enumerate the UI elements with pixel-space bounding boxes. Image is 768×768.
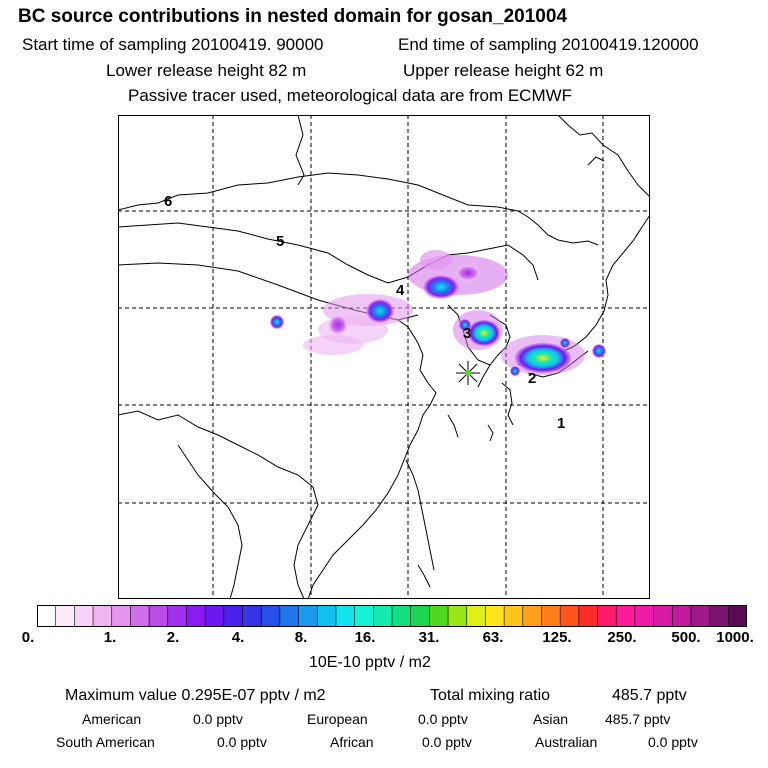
colorbar-cell: [37, 605, 57, 627]
colorbar-tick-10: 500.: [671, 629, 701, 646]
colorbar-cell: [597, 605, 618, 627]
colorbar-cell: [204, 605, 225, 627]
colorbar-cell: [391, 605, 412, 627]
colorbar-tick-5: 16.: [354, 629, 376, 646]
colorbar-cell: [522, 605, 543, 627]
colorbar-tick-11: 1000.: [716, 629, 754, 646]
asian-value: 485.7 pptv: [605, 711, 671, 727]
colorbar-cell: [74, 605, 94, 627]
region-label-5: 5: [276, 233, 284, 250]
lower-height-label: Lower release height 82 m: [106, 61, 307, 80]
tracer-note: Passive tracer used, meteorological data…: [128, 86, 573, 105]
colorbar-cell: [316, 605, 337, 627]
colorbar-tick-7: 63.: [482, 629, 504, 646]
colorbar-cell: [447, 605, 468, 627]
contribution-field: [270, 250, 606, 376]
colorbar-cell: [466, 605, 487, 627]
region-label-6: 6: [164, 193, 172, 210]
total-mixing-value: 485.7 pptv: [612, 687, 687, 704]
colorbar-cell: [92, 605, 113, 627]
colorbar-tick-8: 125.: [542, 629, 572, 646]
colorbar-cell: [279, 605, 300, 627]
colorbar-tick-1: 1.: [103, 629, 117, 646]
colorbar-cell: [373, 605, 393, 627]
colorbar-tick-4: 8.: [294, 629, 308, 646]
region-label-1: 1: [557, 415, 565, 432]
total-mixing-label: Total mixing ratio: [430, 687, 551, 704]
colorbar-cell: [335, 605, 356, 627]
colorbar-cell: [690, 605, 711, 627]
region-label-4: 4: [396, 282, 405, 299]
colorbar-cell: [634, 605, 655, 627]
colorbar-cell: [578, 605, 599, 627]
colorbar-tick-9: 250.: [607, 629, 637, 646]
african-label: African: [330, 734, 374, 750]
colorbar-cell: [111, 605, 132, 627]
colorbar-cell: [130, 605, 150, 627]
colorbar-cell: [298, 605, 319, 627]
colorbar-cell: [354, 605, 375, 627]
colorbar-cell: [559, 605, 580, 627]
region-label-2: 2: [528, 370, 536, 387]
colorbar-cell: [485, 605, 505, 627]
colorbar-tick-0: 0.: [21, 629, 35, 646]
american-label: American: [82, 711, 142, 727]
african-value: 0.0 pptv: [422, 734, 472, 750]
colorbar-tick-2: 2.: [166, 629, 180, 646]
colorbar-cell: [55, 605, 76, 627]
colorbar-cell: [709, 605, 730, 627]
colorbar-cell: [148, 605, 169, 627]
colorbar-cell: [242, 605, 263, 627]
colorbar-cell: [186, 605, 206, 627]
asian-label: Asian: [533, 711, 569, 727]
end-time-label: End time of sampling 20100419.120000: [398, 35, 699, 54]
colorbar: [37, 605, 747, 627]
colorbar-cell: [615, 605, 636, 627]
colorbar-cell: [671, 605, 692, 627]
colorbar-cell: [728, 605, 747, 627]
colorbar-unit: 10E-10 pptv / m2: [309, 654, 431, 671]
max-value-label: Maximum value 0.295E-07 pptv / m2: [65, 687, 326, 704]
colorbar-cell: [167, 605, 188, 627]
colorbar-cell: [223, 605, 244, 627]
colorbar-tick-3: 4.: [231, 629, 245, 646]
star-marker: [456, 361, 480, 385]
page-title: BC source contributions in nested domain…: [18, 6, 568, 27]
colorbar-cell: [260, 605, 281, 627]
american-value: 0.0 pptv: [193, 711, 243, 727]
colorbar-tick-6: 31.: [418, 629, 440, 646]
colorbar-cell: [541, 605, 561, 627]
start-time-label: Start time of sampling 20100419. 90000: [22, 35, 324, 54]
colorbar-cell: [503, 605, 524, 627]
upper-height-label: Upper release height 62 m: [403, 61, 604, 80]
region-label-3: 3: [463, 325, 471, 342]
south-american-label: South American: [56, 734, 155, 750]
european-value: 0.0 pptv: [418, 711, 468, 727]
australian-label: Australian: [535, 734, 598, 750]
australian-value: 0.0 pptv: [648, 734, 698, 750]
south-american-value: 0.0 pptv: [217, 734, 267, 750]
colorbar-cell: [429, 605, 449, 627]
european-label: European: [307, 711, 368, 727]
colorbar-cell: [653, 605, 674, 627]
colorbar-cell: [410, 605, 431, 627]
source-contribution-map: 1 2 3 4 5 6: [118, 115, 650, 599]
